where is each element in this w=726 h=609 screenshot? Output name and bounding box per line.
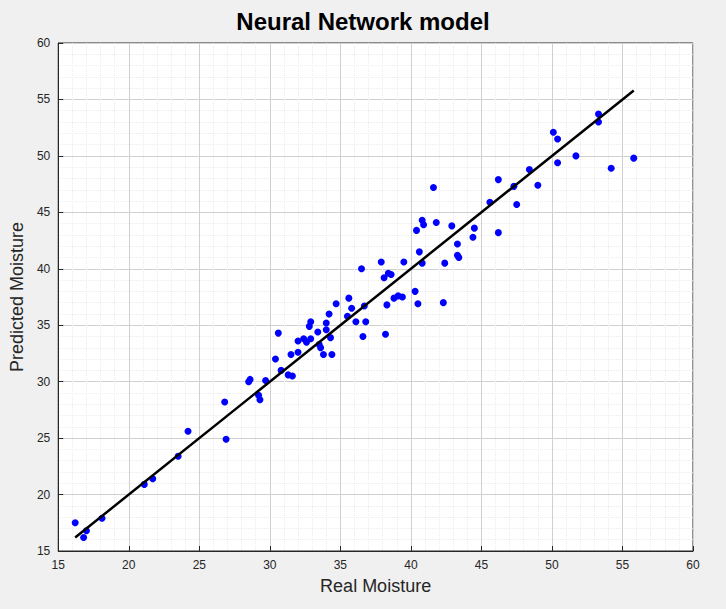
svg-text:60: 60 <box>686 558 700 572</box>
svg-text:Predicted Moisture: Predicted Moisture <box>7 222 27 372</box>
svg-text:35: 35 <box>37 318 51 332</box>
svg-text:60: 60 <box>37 36 51 50</box>
svg-text:45: 45 <box>37 205 51 219</box>
svg-text:20: 20 <box>37 488 51 502</box>
svg-text:35: 35 <box>334 558 348 572</box>
svg-text:25: 25 <box>193 558 207 572</box>
svg-text:30: 30 <box>263 558 277 572</box>
svg-text:25: 25 <box>37 431 51 445</box>
svg-text:Real Moisture: Real Moisture <box>320 576 431 596</box>
svg-text:20: 20 <box>122 558 136 572</box>
svg-text:40: 40 <box>404 558 418 572</box>
svg-text:15: 15 <box>52 558 66 572</box>
svg-text:55: 55 <box>37 92 51 106</box>
svg-text:50: 50 <box>545 558 559 572</box>
svg-text:15: 15 <box>37 544 51 558</box>
svg-text:55: 55 <box>616 558 630 572</box>
svg-text:50: 50 <box>37 149 51 163</box>
svg-text:Neural Network model: Neural Network model <box>236 8 489 35</box>
svg-text:30: 30 <box>37 375 51 389</box>
svg-text:45: 45 <box>475 558 489 572</box>
svg-text:40: 40 <box>37 262 51 276</box>
